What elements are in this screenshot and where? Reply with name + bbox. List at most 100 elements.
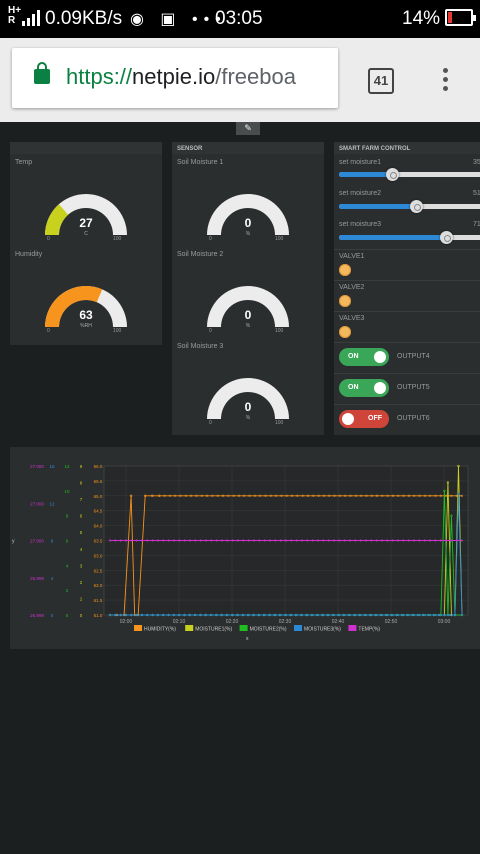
y-tick-label: 62.0 xyxy=(94,583,103,588)
data-point xyxy=(161,613,165,617)
soil-moisture-2-gauge: 0% 0 100 xyxy=(203,282,293,342)
data-point xyxy=(444,494,448,497)
legend-label: HUMIDITY(%) xyxy=(144,627,176,633)
slider-moisture3[interactable] xyxy=(339,231,480,244)
overflow-menu-icon[interactable] xyxy=(443,68,449,94)
gauge-track xyxy=(45,194,127,235)
data-point xyxy=(413,494,416,497)
legend-swatch xyxy=(348,625,357,631)
slider-label-moisture1: set moisture1 xyxy=(339,159,382,166)
valve2-label: VALVE2 xyxy=(339,284,365,291)
data-point xyxy=(162,539,165,542)
data-point xyxy=(381,494,384,497)
data-point xyxy=(114,539,117,542)
data-point xyxy=(443,489,446,492)
temp-min: 0 xyxy=(47,236,50,242)
data-point xyxy=(158,494,161,497)
slider-handle[interactable] xyxy=(385,168,399,181)
data-point xyxy=(199,539,202,542)
data-point xyxy=(279,539,282,542)
data-point xyxy=(448,613,451,617)
data-point xyxy=(135,539,138,542)
data-point xyxy=(310,613,313,617)
data-point xyxy=(305,613,308,617)
y-tick-label: 0 xyxy=(51,613,54,618)
data-point xyxy=(344,494,347,497)
url-text[interactable]: https://netpie.io/freeboa xyxy=(66,64,296,90)
soil-moisture-1-title: Soil Moisture 1 xyxy=(177,159,224,166)
y-tick-label: 6 xyxy=(80,514,83,519)
y-tick-label: 4 xyxy=(66,563,69,568)
gauge-track xyxy=(207,378,289,419)
tab-switcher-button[interactable]: 41 xyxy=(368,68,394,94)
y-tick-label: 7 xyxy=(80,497,83,502)
data-point xyxy=(130,539,133,542)
x-tick-label: 02:40 xyxy=(332,619,345,625)
output4-toggle[interactable]: ON xyxy=(339,348,389,366)
temp-gauge: 27 C 0 100 xyxy=(41,190,131,250)
data-point xyxy=(178,539,181,542)
data-point xyxy=(455,539,458,542)
data-point xyxy=(295,539,298,542)
data-point xyxy=(460,613,464,617)
data-point xyxy=(124,613,128,617)
data-point xyxy=(460,494,464,497)
output6-label: OUTPUT6 xyxy=(397,415,430,422)
y-axis-label: y xyxy=(12,539,15,545)
y-tick-label: 3 xyxy=(80,563,83,568)
slider-handle[interactable] xyxy=(409,200,423,213)
data-point xyxy=(252,539,256,542)
data-point xyxy=(172,539,176,542)
data-point xyxy=(391,539,394,542)
slider-moisture2[interactable] xyxy=(339,200,480,213)
data-point xyxy=(177,613,181,617)
data-point xyxy=(232,494,235,497)
slider-handle[interactable] xyxy=(439,231,453,244)
y-tick-label: 27.000 xyxy=(30,464,44,469)
temp-title: Temp xyxy=(15,159,33,166)
output5-toggle[interactable]: ON xyxy=(339,379,389,397)
y-tick-label: 2 xyxy=(80,580,83,585)
address-bar[interactable]: https://netpie.io/freeboa xyxy=(12,48,338,108)
data-point xyxy=(144,494,147,497)
valve3-label: VALVE3 xyxy=(339,315,365,322)
data-point xyxy=(205,494,209,497)
output6-toggle[interactable]: OFF xyxy=(339,410,389,428)
data-point xyxy=(274,539,277,542)
y-tick-label: 26.999 xyxy=(30,576,44,581)
legend-label: MOISTURE3(%) xyxy=(304,627,341,633)
data-point xyxy=(209,613,212,617)
data-point xyxy=(211,494,214,497)
data-point xyxy=(114,613,117,617)
data-point xyxy=(269,494,272,497)
data-point xyxy=(421,613,425,617)
data-point xyxy=(328,494,331,497)
data-point xyxy=(296,494,299,497)
y-tick-label: 65.5 xyxy=(94,479,103,484)
humidity-value: 63 xyxy=(79,308,93,322)
y-tick-label: 62.5 xyxy=(94,568,103,573)
data-point xyxy=(333,494,336,497)
panel-header xyxy=(10,142,162,154)
data-point xyxy=(301,494,304,497)
y-tick-label: 6 xyxy=(66,539,69,544)
y-tick-label: 26.999 xyxy=(30,613,44,618)
data-point xyxy=(130,613,133,617)
valve3-indicator xyxy=(339,326,351,338)
data-point xyxy=(179,494,182,497)
history-chart: 02:00 02:10 02:20 02:30 02:40 02:50 03:00 26.99… xyxy=(12,464,469,642)
soil-moisture-2-title: Soil Moisture 2 xyxy=(177,251,224,258)
y-tick-label: 4 xyxy=(51,576,54,581)
data-point xyxy=(386,539,389,542)
data-point xyxy=(189,494,193,497)
wrench-icon[interactable]: ✎ xyxy=(236,122,260,135)
x-axis-label: x xyxy=(246,636,249,642)
toggle-state: ON xyxy=(348,384,359,391)
data-point xyxy=(446,481,450,484)
browser-toolbar: https://netpie.io/freeboa 41 xyxy=(0,38,480,122)
data-point xyxy=(195,494,198,497)
data-point xyxy=(457,492,460,496)
slider-moisture1[interactable] xyxy=(339,168,480,181)
soil-moisture-1-gauge: 0% 0 100 xyxy=(203,190,293,250)
x-tick-label: 03:00 xyxy=(438,619,451,625)
